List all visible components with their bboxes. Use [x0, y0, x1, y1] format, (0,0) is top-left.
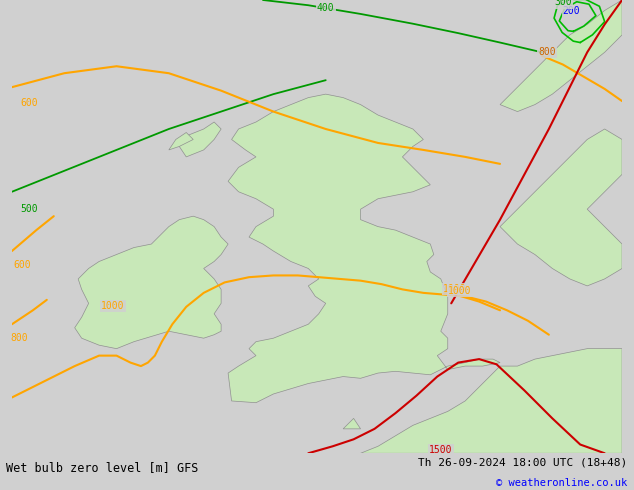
Text: 1000: 1000	[101, 301, 125, 311]
Text: © weatheronline.co.uk: © weatheronline.co.uk	[496, 478, 628, 489]
Text: 1500: 1500	[429, 445, 453, 456]
Text: 300: 300	[554, 0, 572, 7]
Text: 200: 200	[563, 6, 580, 16]
Polygon shape	[500, 0, 622, 112]
Text: 600: 600	[13, 260, 31, 270]
Text: 1000: 1000	[443, 284, 467, 294]
Polygon shape	[75, 216, 228, 349]
Polygon shape	[169, 132, 193, 150]
Text: Th 26-09-2024 18:00 UTC (18+48): Th 26-09-2024 18:00 UTC (18+48)	[418, 458, 628, 467]
Text: 1000: 1000	[448, 286, 472, 296]
Polygon shape	[179, 122, 221, 157]
Text: 600: 600	[20, 98, 38, 108]
Polygon shape	[228, 94, 500, 403]
Text: 800: 800	[10, 333, 28, 343]
Text: 500: 500	[20, 204, 38, 214]
Polygon shape	[500, 129, 622, 286]
Text: 800: 800	[538, 48, 556, 57]
Polygon shape	[361, 349, 622, 453]
Polygon shape	[343, 418, 361, 429]
Text: 400: 400	[317, 2, 335, 13]
Text: Wet bulb zero level [m] GFS: Wet bulb zero level [m] GFS	[6, 461, 198, 474]
